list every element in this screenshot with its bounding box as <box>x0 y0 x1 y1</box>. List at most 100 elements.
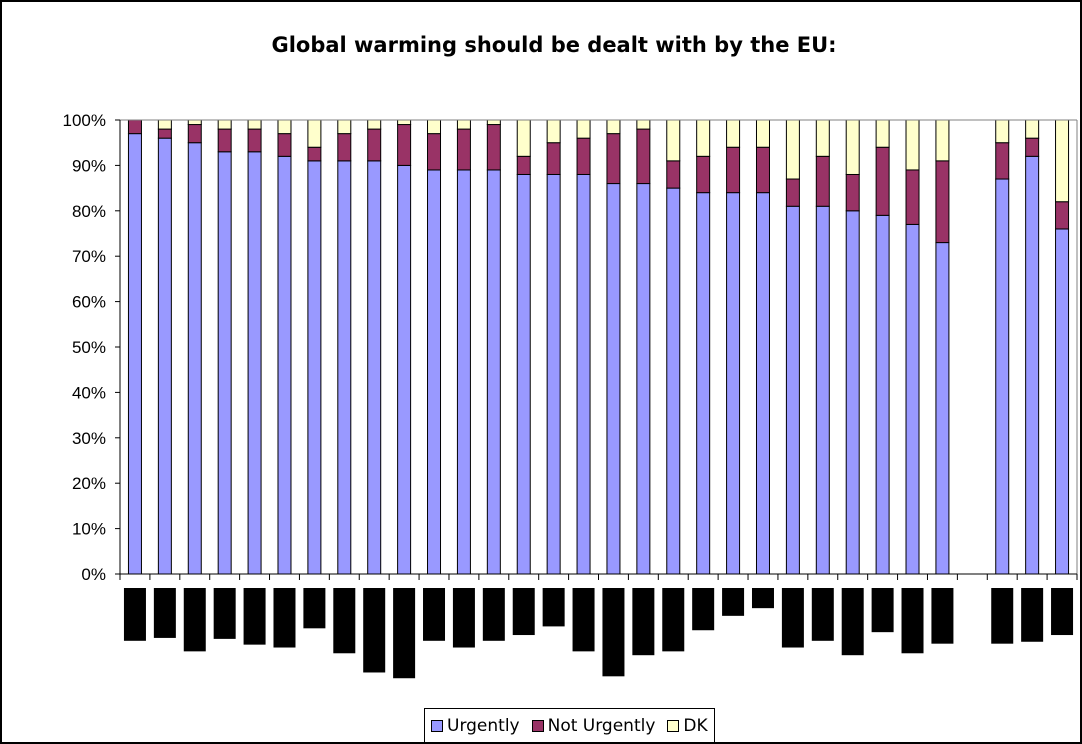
bar-segment-urgently <box>127 133 142 575</box>
category-label-bar <box>243 588 266 645</box>
bar-segment-not-urgently <box>905 169 920 225</box>
bar-segment-urgently <box>277 155 292 575</box>
bar-segment-not-urgently <box>666 160 681 189</box>
legend-swatch <box>531 719 544 732</box>
bar-segment-dk <box>427 119 442 135</box>
bar-segment-dk <box>815 119 830 157</box>
legend: Urgently Not Urgently DK <box>424 708 715 742</box>
bar-segment-urgently <box>456 169 471 575</box>
category-label-bar <box>991 588 1014 644</box>
bar-segment-dk <box>726 119 741 148</box>
category-label-bar <box>602 588 625 677</box>
bar-segment-not-urgently <box>785 178 800 207</box>
y-tick-label: 50% <box>72 338 106 357</box>
bar-segment-dk <box>785 119 800 180</box>
bar-segment-dk <box>337 119 352 135</box>
bar-segment-not-urgently <box>456 128 471 171</box>
bar-segment-not-urgently <box>127 119 142 135</box>
black-bars-layer <box>123 588 1074 679</box>
bar-segment-not-urgently <box>516 155 531 175</box>
bar-segment-not-urgently <box>845 173 860 212</box>
bar-segment-urgently <box>337 160 352 575</box>
y-axis-ticks: 0% 10% 20% 30% 40% 50% 60% 70% 80% 90% 100% <box>63 111 120 584</box>
bar-segment-urgently <box>217 151 232 575</box>
category-label-bar <box>393 588 416 679</box>
category-label-bar <box>901 588 924 654</box>
bar-segment-not-urgently <box>1025 137 1040 157</box>
y-tick-label: 90% <box>72 156 106 175</box>
category-label-bar <box>482 588 505 641</box>
bar-segment-urgently <box>755 192 770 575</box>
category-label-bar <box>512 588 535 636</box>
bar-segment-dk <box>995 119 1010 144</box>
bar-segment-not-urgently <box>815 155 830 207</box>
bar-segment-dk <box>187 119 202 126</box>
bar-segment-urgently <box>367 160 382 575</box>
bar-segment-not-urgently <box>277 133 292 157</box>
category-label-bar <box>363 588 386 673</box>
legend-item-urgently: Urgently <box>431 716 520 736</box>
y-tick-label: 0% <box>81 565 106 584</box>
y-tick-label: 70% <box>72 247 106 266</box>
bar-segment-dk <box>755 119 770 148</box>
bar-segment-dk <box>696 119 711 157</box>
bar-segment-not-urgently <box>606 133 621 185</box>
bar-segment-not-urgently <box>247 128 262 153</box>
category-label-bar <box>1051 588 1074 636</box>
bar-segment-urgently <box>1055 228 1070 575</box>
bar-segment-urgently <box>157 137 172 575</box>
bar-segment-dk <box>875 119 890 148</box>
bar-segment-not-urgently <box>875 146 890 216</box>
category-label-bar <box>751 588 774 609</box>
bar-segment-not-urgently <box>546 142 561 175</box>
bars-layer <box>127 119 1070 575</box>
bar-segment-dk <box>277 119 292 135</box>
y-tick-label: 20% <box>72 474 106 493</box>
legend-label: Not Urgently <box>547 715 656 736</box>
category-label-bar <box>781 588 804 648</box>
legend-item-not-urgently: Not Urgently <box>531 715 656 736</box>
category-label-bar <box>811 588 834 641</box>
bar-segment-not-urgently <box>636 128 651 185</box>
bar-segment-urgently <box>935 242 950 575</box>
bar-segment-dk <box>307 119 322 148</box>
category-label-bar <box>333 588 356 654</box>
category-label-bar <box>542 588 565 627</box>
bar-segment-urgently <box>516 173 531 575</box>
bar-segment-not-urgently <box>367 128 382 162</box>
bar-segment-urgently <box>486 169 501 575</box>
bar-segment-dk <box>1055 119 1070 203</box>
bar-segment-urgently <box>606 183 621 575</box>
category-label-bar <box>123 588 146 641</box>
category-label-bar <box>871 588 894 633</box>
bar-segment-dk <box>247 119 262 130</box>
bar-segment-not-urgently <box>187 124 202 144</box>
bar-segment-not-urgently <box>726 146 741 194</box>
bar-segment-not-urgently <box>397 124 412 166</box>
category-label-bar <box>841 588 864 656</box>
bar-segment-dk <box>935 119 950 162</box>
category-label-bar <box>273 588 296 648</box>
bar-segment-not-urgently <box>755 146 770 194</box>
bar-segment-urgently <box>427 169 442 575</box>
chart-title: Global warming should be dealt with by t… <box>271 33 836 57</box>
y-tick-label: 30% <box>72 429 106 448</box>
category-label-bar <box>632 588 655 656</box>
bar-segment-dk <box>576 119 591 139</box>
bar-segment-not-urgently <box>427 133 442 171</box>
bar-segment-urgently <box>397 164 412 575</box>
bar-segment-urgently <box>187 142 202 575</box>
bar-segment-dk <box>606 119 621 135</box>
bar-segment-urgently <box>875 214 890 575</box>
category-label-bar <box>452 588 475 648</box>
bar-segment-urgently <box>1025 155 1040 575</box>
bar-segment-dk <box>636 119 651 130</box>
bar-segment-not-urgently <box>576 137 591 175</box>
bar-segment-not-urgently <box>157 128 172 139</box>
bar-segment-urgently <box>307 160 322 575</box>
legend-swatch <box>667 719 680 732</box>
legend-item-dk: DK <box>667 716 708 736</box>
bar-segment-dk <box>666 119 681 162</box>
